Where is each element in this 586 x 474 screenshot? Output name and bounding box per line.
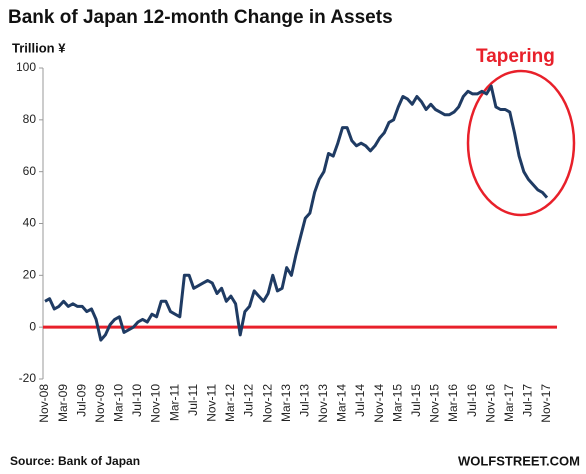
x-tick-label: Jul-15 [409, 384, 423, 417]
data-line [44, 84, 549, 342]
x-tick-label: Mar-12 [223, 384, 237, 422]
y-axis-label: Trillion ¥ [12, 40, 66, 55]
x-tick-label: Mar-16 [446, 384, 460, 422]
x-tick-label: Jul-17 [521, 384, 535, 417]
x-tick-label: Mar-09 [56, 384, 70, 422]
x-tick-label: Jul-09 [74, 384, 88, 417]
x-tick-label: Nov-16 [483, 384, 497, 423]
x-tick-label: Jul-14 [353, 384, 367, 417]
x-tick-label: Jul-16 [465, 384, 479, 417]
y-tick-label: 40 [23, 216, 37, 230]
source: Source: Bank of Japan [10, 454, 140, 468]
chart-title: Bank of Japan 12-month Change in Assets [8, 7, 393, 28]
x-tick-label: Nov-09 [93, 384, 107, 423]
x-tick-label: Nov-13 [316, 384, 330, 423]
x-tick-label: Nov-08 [37, 384, 51, 423]
y-tick-label: 100 [16, 60, 36, 74]
x-tick-label: Mar-13 [279, 384, 293, 422]
highlight-ellipse [466, 69, 576, 217]
x-tick-label: Mar-11 [167, 384, 181, 421]
x-tick-label: Nov-14 [372, 384, 386, 423]
annotation: Tapering [476, 46, 555, 67]
x-tick-label: Nov-12 [260, 384, 274, 423]
x-tick-label: Mar-17 [502, 384, 516, 422]
x-tick-label: Nov-15 [428, 384, 442, 423]
x-tick-label: Nov-17 [539, 384, 553, 423]
y-tick-label: 20 [23, 268, 37, 282]
x-tick-label: Mar-10 [112, 384, 126, 422]
x-tick-label: Mar-15 [390, 384, 404, 422]
x-tick-label: Nov-11 [205, 384, 219, 422]
y-tick-label: 60 [23, 164, 37, 178]
x-tick-label: Jul-11 [186, 384, 200, 416]
y-tick-label: -20 [19, 371, 37, 385]
x-tick-label: Jul-13 [297, 384, 311, 417]
x-tick-label: Nov-10 [149, 384, 163, 423]
x-tick-label: Jul-10 [130, 384, 144, 417]
x-tick-label: Mar-14 [335, 384, 349, 422]
credit: WOLFSTREET.COM [458, 453, 580, 468]
x-tick-label: Jul-12 [242, 384, 256, 417]
y-tick-label: 0 [29, 319, 36, 333]
y-tick-label: 80 [23, 112, 37, 126]
